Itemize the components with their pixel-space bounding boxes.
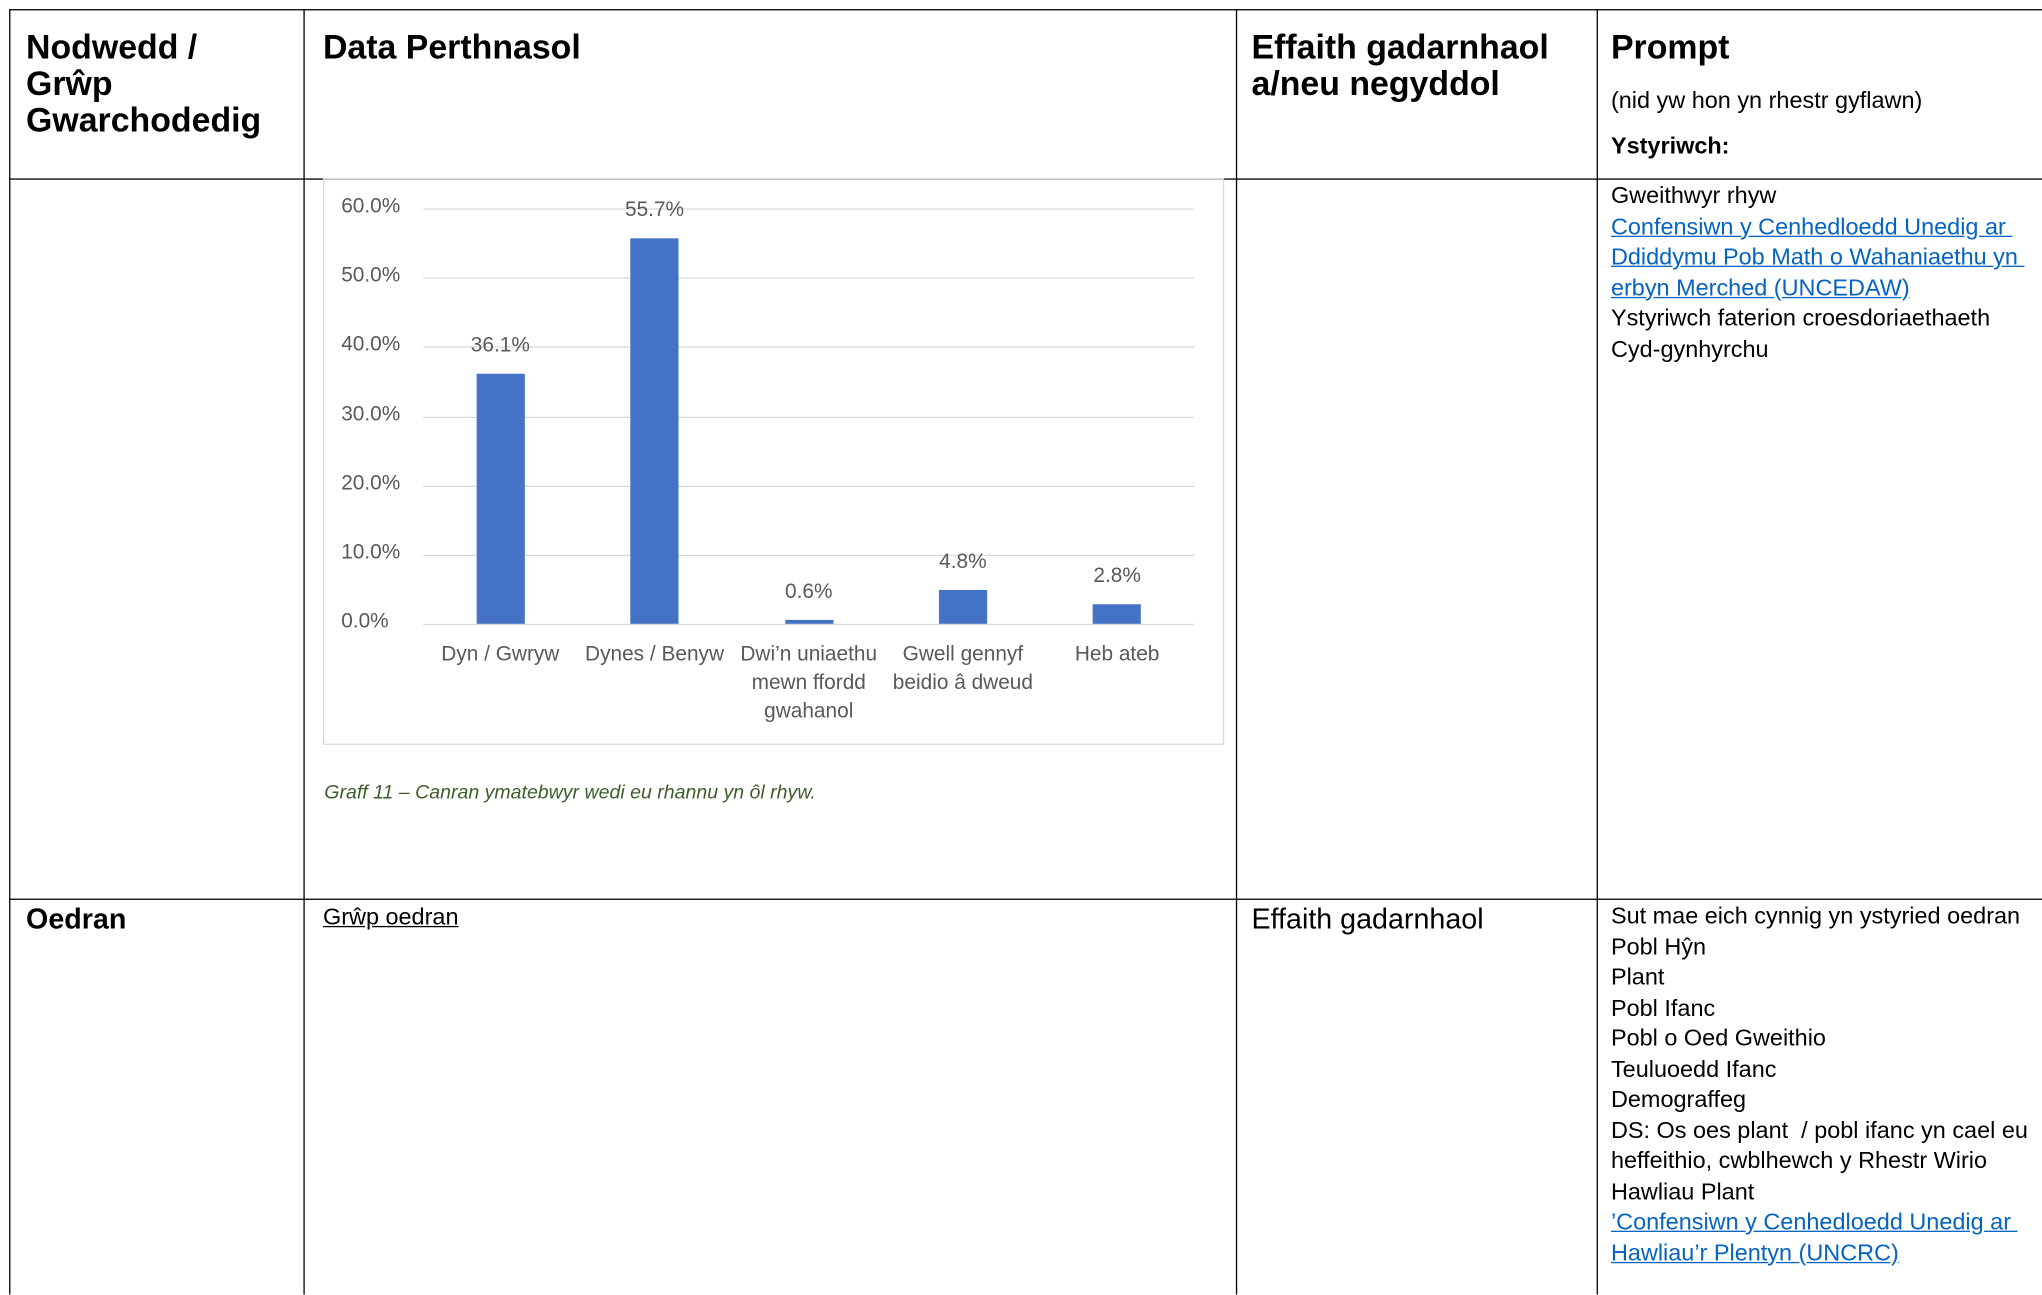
- characteristic: Oedran: [26, 902, 127, 936]
- bar: [1093, 604, 1142, 624]
- prompt-item: Pobl o Oed Gweithio: [1610, 1024, 1826, 1051]
- grid-line: [423, 554, 1195, 556]
- chart: 0.0% 10.0% 20.0% 30.0% 40.0% 50.0% 60.0% 36.1% D…: [0, 0, 1195, 723]
- y-tick-label: 50.0%: [341, 264, 401, 287]
- grid-line: [423, 485, 1195, 487]
- prompt-item: Pobl Hŷn: [1610, 933, 1707, 960]
- prompt-item: Pobl Ifanc: [1610, 994, 1716, 1021]
- header-cell: Data Perthnasol: [322, 27, 581, 67]
- rule: [1596, 9, 1598, 1295]
- y-tick-label: 60.0%: [341, 195, 401, 218]
- prompt-list: Gweithwyr rhyw Confensiwn y Cenhedloedd U…: [1611, 181, 2036, 365]
- grid-line: [423, 346, 1195, 349]
- bar: [476, 373, 525, 624]
- y-tick-label: 0.0%: [341, 610, 389, 633]
- header-cell: Prompt: [1610, 27, 1730, 67]
- grid-line: [423, 208, 1195, 210]
- rule: [9, 898, 2042, 900]
- prompt-link: Confensiwn y Cenhedloedd Unedig ar Ddidd…: [1610, 212, 2025, 301]
- prompt-item: Cyd-gynhyrchu: [1610, 335, 1769, 362]
- header-note: (nid yw hon yn rhestr gyflawn): [1610, 87, 1923, 114]
- data-label: 55.7%: [624, 199, 685, 222]
- header-cell: Effaith gadarnhaol a/neu negyddol: [1251, 27, 1549, 103]
- x-tick-label: Dyn / Gwryw: [441, 643, 560, 666]
- y-tick-label: 20.0%: [341, 472, 401, 495]
- chart-frame: [322, 178, 1225, 745]
- x-tick-label: Dynes / Benyw: [585, 643, 725, 666]
- grid-line: [423, 623, 1195, 626]
- header-lead: Ystyriwch:: [1610, 132, 1730, 159]
- prompt-item: Plant: [1610, 963, 1665, 990]
- caption: Graff 11 – Canran ymatebwyr wedi eu rhan…: [324, 781, 816, 804]
- y-tick-label: 30.0%: [341, 403, 401, 426]
- x-tick-label: Heb ateb: [1074, 643, 1160, 666]
- prompt-item: Teuluoedd Ifanc: [1610, 1055, 1777, 1082]
- x-tick-label: Gwell gennyf beidio â dweud: [892, 643, 1033, 695]
- x-tick-label: Dwi’n uniaethu mewn ffordd gwahanol: [740, 643, 878, 723]
- rule: [9, 9, 2042, 11]
- impact: Effaith gadarnhaol: [1251, 902, 1484, 936]
- prompt-item: Gweithwyr rhyw: [1610, 182, 1777, 209]
- data-cell: Grŵp oedran: [322, 903, 459, 930]
- data-label: 0.6%: [784, 580, 833, 603]
- data-label: 36.1%: [470, 334, 530, 357]
- header-cell: Nodwedd / Grŵp Gwarchodedig: [26, 27, 262, 140]
- y-tick-label: 10.0%: [341, 541, 401, 564]
- data-label: 4.8%: [939, 551, 987, 574]
- y-tick-label: 40.0%: [341, 333, 401, 356]
- prompt-item: DS: Os oes plant / pobl ifanc yn cael eu…: [1610, 1116, 2035, 1204]
- rule: [9, 9, 11, 1295]
- prompt-link: ’Confensiwn y Cenhedloedd Unedig ar Hawl…: [1610, 1208, 2018, 1266]
- prompt-item: Demograffeg: [1610, 1086, 1747, 1113]
- prompt-item: Sut mae eich cynnig yn ystyried oedran: [1610, 902, 2021, 929]
- bar: [938, 590, 988, 624]
- prompt-list: Sut mae eich cynnig yn ystyried oedran Po…: [1611, 901, 2036, 1268]
- prompt-item: Ystyriwch faterion croesdoriaethaeth: [1610, 304, 1991, 331]
- data-label: 2.8%: [1093, 565, 1141, 588]
- bar: [630, 238, 679, 624]
- bar: [784, 619, 833, 624]
- grid-line: [423, 416, 1195, 418]
- rule: [1235, 9, 1238, 1295]
- rule: [303, 9, 305, 1295]
- grid-line: [423, 277, 1195, 279]
